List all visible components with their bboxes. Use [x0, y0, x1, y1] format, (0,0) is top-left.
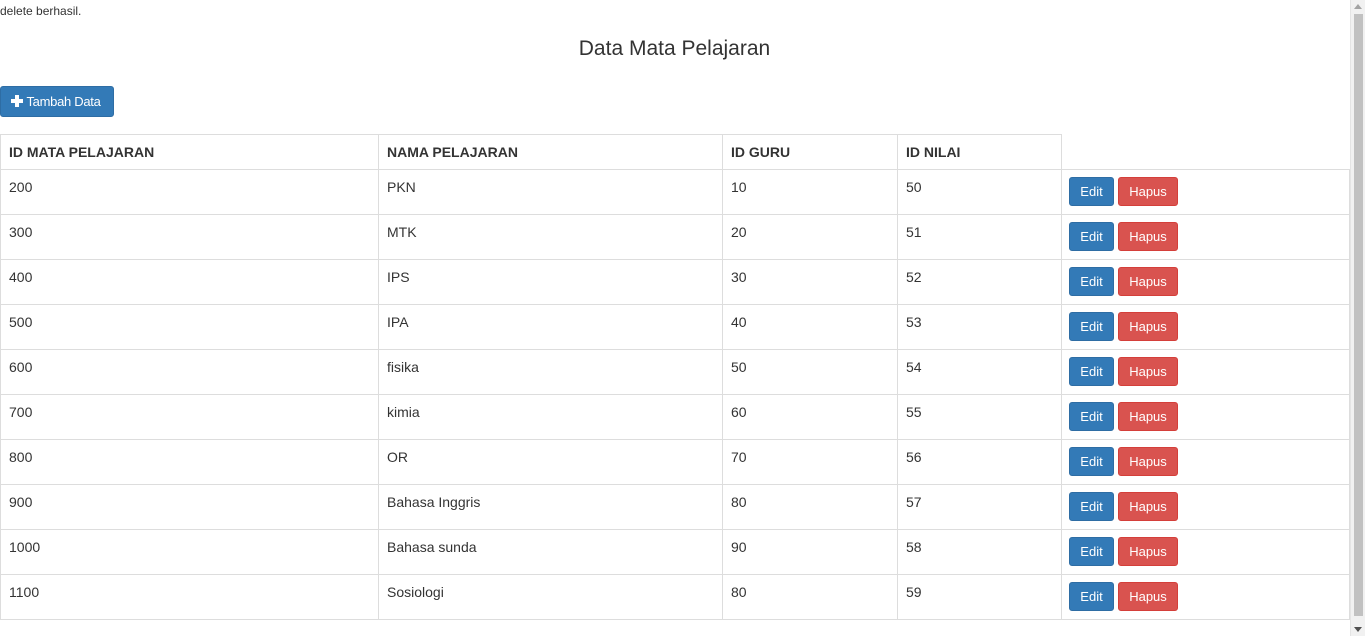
table-header-row: ID MATA PELAJARAN NAMA PELAJARAN ID GURU…: [0, 134, 1350, 170]
add-data-label: Tambah Data: [26, 94, 101, 109]
delete-button[interactable]: Hapus: [1118, 222, 1178, 251]
cell-id-guru: 80: [722, 574, 898, 620]
cell-id-guru: 60: [722, 394, 898, 440]
delete-button[interactable]: Hapus: [1118, 312, 1178, 341]
table-row: 600 fisika 50 54 Edit Hapus: [0, 349, 1350, 395]
cell-id-mata-pelajaran: 500: [0, 304, 379, 350]
table-row: 900 Bahasa Inggris 80 57 Edit Hapus: [0, 484, 1350, 530]
cell-nama-pelajaran: Sosiologi: [378, 574, 723, 620]
cell-actions: Edit Hapus: [1061, 214, 1350, 260]
header-id-nilai: ID NILAI: [897, 134, 1062, 170]
cell-nama-pelajaran: IPA: [378, 304, 723, 350]
table-row: 400 IPS 30 52 Edit Hapus: [0, 259, 1350, 305]
cell-id-nilai: 59: [897, 574, 1062, 620]
edit-button[interactable]: Edit: [1069, 312, 1114, 341]
delete-button[interactable]: Hapus: [1118, 267, 1178, 296]
edit-button[interactable]: Edit: [1069, 582, 1114, 611]
scroll-down-arrow-icon[interactable]: [1354, 627, 1362, 632]
table-row: 500 IPA 40 53 Edit Hapus: [0, 304, 1350, 350]
table-row: 700 kimia 60 55 Edit Hapus: [0, 394, 1350, 440]
page-title: Data Mata Pelajaran: [578, 37, 771, 60]
header-actions: [1061, 134, 1350, 170]
cell-id-guru: 40: [722, 304, 898, 350]
delete-button[interactable]: Hapus: [1118, 492, 1178, 521]
table-row: 1100 Sosiologi 80 59 Edit Hapus: [0, 574, 1350, 620]
scroll-up-arrow-icon[interactable]: [1354, 4, 1362, 9]
scroll-thumb[interactable]: [1354, 14, 1363, 616]
cell-actions: Edit Hapus: [1061, 394, 1350, 440]
cell-id-mata-pelajaran: 1100: [0, 574, 379, 620]
delete-button[interactable]: Hapus: [1118, 582, 1178, 611]
cell-nama-pelajaran: fisika: [378, 349, 723, 395]
cell-id-nilai: 51: [897, 214, 1062, 260]
cell-id-mata-pelajaran: 1000: [0, 529, 379, 575]
cell-id-guru: 70: [722, 439, 898, 485]
cell-id-nilai: 52: [897, 259, 1062, 305]
cell-actions: Edit Hapus: [1061, 529, 1350, 575]
cell-id-nilai: 58: [897, 529, 1062, 575]
cell-actions: Edit Hapus: [1061, 259, 1350, 305]
edit-button[interactable]: Edit: [1069, 222, 1114, 251]
cell-nama-pelajaran: IPS: [378, 259, 723, 305]
cell-id-nilai: 57: [897, 484, 1062, 530]
cell-id-mata-pelajaran: 900: [0, 484, 379, 530]
table-row: 1000 Bahasa sunda 90 58 Edit Hapus: [0, 529, 1350, 575]
delete-button[interactable]: Hapus: [1118, 357, 1178, 386]
cell-id-guru: 20: [722, 214, 898, 260]
subjects-table: ID MATA PELAJARAN NAMA PELAJARAN ID GURU…: [0, 134, 1350, 620]
cell-actions: Edit Hapus: [1061, 574, 1350, 620]
vertical-scrollbar[interactable]: [1350, 0, 1365, 636]
edit-button[interactable]: Edit: [1069, 177, 1114, 206]
cell-nama-pelajaran: OR: [378, 439, 723, 485]
cell-id-nilai: 54: [897, 349, 1062, 395]
cell-id-nilai: 55: [897, 394, 1062, 440]
cell-actions: Edit Hapus: [1061, 484, 1350, 530]
cell-nama-pelajaran: PKN: [378, 169, 723, 215]
cell-id-guru: 90: [722, 529, 898, 575]
cell-id-guru: 80: [722, 484, 898, 530]
cell-actions: Edit Hapus: [1061, 169, 1350, 215]
edit-button[interactable]: Edit: [1069, 402, 1114, 431]
cell-id-nilai: 50: [897, 169, 1062, 215]
cell-id-mata-pelajaran: 300: [0, 214, 379, 260]
cell-nama-pelajaran: Bahasa Inggris: [378, 484, 723, 530]
table-row: 200 PKN 10 50 Edit Hapus: [0, 169, 1350, 215]
cell-id-mata-pelajaran: 800: [0, 439, 379, 485]
cell-actions: Edit Hapus: [1061, 349, 1350, 395]
cell-actions: Edit Hapus: [1061, 304, 1350, 350]
table-row: 300 MTK 20 51 Edit Hapus: [0, 214, 1350, 260]
cell-id-nilai: 53: [897, 304, 1062, 350]
cell-id-mata-pelajaran: 400: [0, 259, 379, 305]
cell-nama-pelajaran: MTK: [378, 214, 723, 260]
cell-id-guru: 10: [722, 169, 898, 215]
cell-nama-pelajaran: kimia: [378, 394, 723, 440]
cell-nama-pelajaran: Bahasa sunda: [378, 529, 723, 575]
edit-button[interactable]: Edit: [1069, 492, 1114, 521]
edit-button[interactable]: Edit: [1069, 357, 1114, 386]
table-body: 200 PKN 10 50 Edit Hapus 300 MTK 20 51 Edit Hapus 40…: [0, 169, 1350, 620]
plus-icon: [11, 95, 24, 107]
header-id-mata-pelajaran: ID MATA PELAJARAN: [0, 134, 379, 170]
delete-button[interactable]: Hapus: [1118, 537, 1178, 566]
table-row: 800 OR 70 56 Edit Hapus: [0, 439, 1350, 485]
cell-id-mata-pelajaran: 600: [0, 349, 379, 395]
delete-button[interactable]: Hapus: [1118, 177, 1178, 206]
add-data-button[interactable]: Tambah Data: [0, 86, 114, 117]
cell-id-guru: 50: [722, 349, 898, 395]
edit-button[interactable]: Edit: [1069, 447, 1114, 476]
delete-button[interactable]: Hapus: [1118, 447, 1178, 476]
header-nama-pelajaran: NAMA PELAJARAN: [378, 134, 723, 170]
status-message: delete berhasil.: [0, 4, 82, 18]
cell-id-guru: 30: [722, 259, 898, 305]
cell-id-mata-pelajaran: 200: [0, 169, 379, 215]
cell-id-mata-pelajaran: 700: [0, 394, 379, 440]
header-id-guru: ID GURU: [722, 134, 898, 170]
edit-button[interactable]: Edit: [1069, 537, 1114, 566]
cell-actions: Edit Hapus: [1061, 439, 1350, 485]
cell-id-nilai: 56: [897, 439, 1062, 485]
delete-button[interactable]: Hapus: [1118, 402, 1178, 431]
edit-button[interactable]: Edit: [1069, 267, 1114, 296]
